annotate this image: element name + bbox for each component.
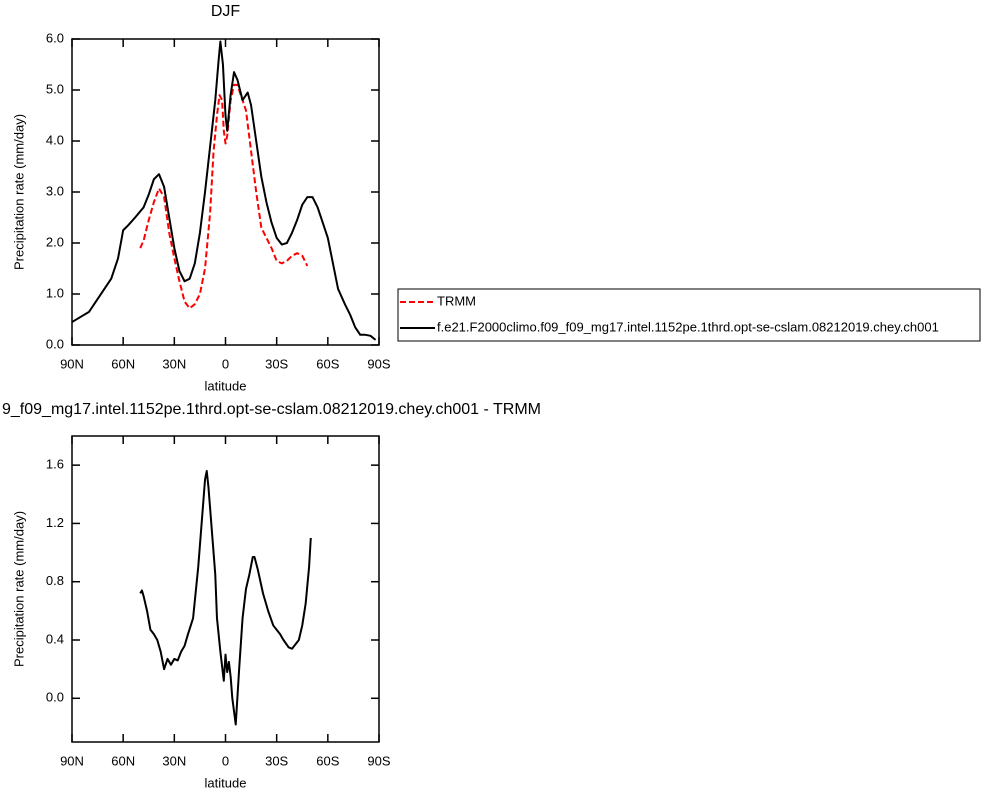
- x-axis-label: latitude: [205, 378, 247, 393]
- y-tick-label: 5.0: [46, 81, 64, 96]
- x-tick-label: 90N: [60, 356, 84, 371]
- plot-frame: [71, 38, 380, 346]
- x-tick-label: 0: [222, 356, 229, 371]
- y-axis-label: Precipitation rate (mm/day): [11, 511, 26, 667]
- x-tick-label: 60N: [111, 356, 135, 371]
- x-tick-label: 0: [222, 753, 229, 768]
- y-tick-label: 0.8: [46, 573, 64, 588]
- y-tick-label: 0.0: [46, 336, 64, 351]
- plot-frame: [71, 435, 380, 743]
- x-tick-label: 90N: [60, 753, 84, 768]
- data-line: [139, 83, 309, 310]
- data-line: [71, 40, 377, 341]
- y-tick-label: 1.0: [46, 285, 64, 300]
- y-tick-label: 3.0: [46, 183, 64, 198]
- legend-box: [397, 288, 981, 342]
- x-tick-label: 60S: [316, 753, 339, 768]
- y-tick-label: 0.4: [46, 631, 64, 646]
- data-line: [139, 469, 312, 726]
- legend-label: f.e21.F2000climo.f09_f09_mg17.intel.1152…: [437, 319, 939, 334]
- y-tick-label: 1.2: [46, 515, 64, 530]
- y-tick-label: 0.0: [46, 690, 64, 705]
- x-tick-label: 90S: [367, 753, 390, 768]
- y-tick-label: 4.0: [46, 132, 64, 147]
- y-axis-label: Precipitation rate (mm/day): [11, 114, 26, 270]
- legend-label: TRMM: [437, 293, 476, 308]
- chart-title: 9_f09_mg17.intel.1152pe.1thrd.opt-se-csl…: [2, 401, 541, 418]
- y-tick-label: 2.0: [46, 234, 64, 249]
- x-tick-label: 60N: [111, 753, 135, 768]
- x-tick-label: 30S: [265, 356, 288, 371]
- y-tick-label: 1.6: [46, 457, 64, 472]
- x-tick-label: 90S: [367, 356, 390, 371]
- chart-title: DJF: [211, 3, 241, 20]
- x-tick-label: 30N: [162, 753, 186, 768]
- x-tick-label: 60S: [316, 356, 339, 371]
- x-axis-label: latitude: [205, 775, 247, 790]
- y-tick-label: 6.0: [46, 30, 64, 45]
- x-tick-label: 30N: [162, 356, 186, 371]
- x-tick-label: 30S: [265, 753, 288, 768]
